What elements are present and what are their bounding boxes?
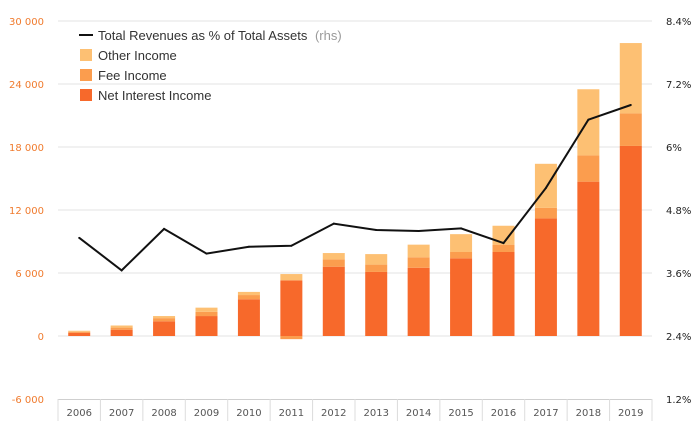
- x-tick-label: 2019: [618, 408, 643, 419]
- bar-fee-income: [534, 207, 557, 219]
- bar-other-income: [237, 291, 260, 296]
- line-point: [629, 104, 632, 106]
- bar-fee-income: [153, 318, 176, 322]
- bar-net-interest-income: [577, 181, 600, 336]
- bar-net-interest-income: [237, 299, 260, 336]
- x-tick-label: 2006: [66, 408, 91, 419]
- bar-net-interest-income: [322, 266, 345, 336]
- right-tick-label: 8.4%: [666, 17, 691, 28]
- bar-net-interest-income: [110, 329, 133, 336]
- x-tick-label: 2010: [236, 408, 261, 419]
- bar-net-interest-income: [68, 332, 91, 336]
- bar-net-interest-income: [280, 280, 303, 336]
- bar-net-interest-income: [450, 258, 473, 336]
- x-tick-label: 2012: [321, 408, 346, 419]
- line-point: [417, 230, 420, 232]
- right-tick-label: 4.8%: [666, 206, 691, 217]
- bar-other-income: [322, 253, 345, 260]
- bar-fee-income: [577, 155, 600, 182]
- bar-other-income: [153, 316, 176, 319]
- bar-other-income: [365, 254, 388, 265]
- bar-fee-income: [110, 327, 133, 330]
- left-tick-label: 6 000: [15, 269, 44, 280]
- x-tick-label: 2008: [151, 408, 176, 419]
- line-series: [78, 104, 632, 272]
- x-tick-label: 2018: [576, 408, 601, 419]
- legend-label-net-interest-income: Net Interest Income: [98, 88, 211, 103]
- bar-fee-income: [237, 295, 260, 300]
- bar-other-income: [577, 89, 600, 156]
- bar-other-income: [195, 307, 218, 312]
- right-tick-label: 6%: [666, 143, 682, 154]
- left-tick-label: 30 000: [9, 17, 44, 28]
- bar-net-interest-income: [365, 271, 388, 336]
- bar-fee-income: [619, 113, 642, 146]
- bar-fee-income: [195, 311, 218, 317]
- left-tick-label: 12 000: [9, 206, 44, 217]
- left-tick-label: 24 000: [9, 80, 44, 91]
- bar-fee-income: [322, 259, 345, 267]
- legend-line-name: Total Revenues as % of Total Assets: [98, 28, 308, 43]
- legend-label-other-income: Other Income: [98, 48, 177, 63]
- bar-fee-income: [365, 264, 388, 272]
- x-tick-label: 2016: [491, 408, 516, 419]
- bar-net-interest-income: [619, 145, 642, 336]
- right-tick-label: 1.2%: [666, 395, 691, 406]
- legend-swatch-fee-income: [80, 69, 92, 81]
- x-tick-label: 2017: [533, 408, 558, 419]
- legend-swatch-net-interest-income: [80, 89, 92, 101]
- line-point: [375, 228, 378, 231]
- bar-net-interest-income: [195, 316, 218, 336]
- x-tick-label: 2009: [194, 408, 219, 419]
- bar-other-income: [407, 244, 430, 258]
- line-point: [120, 269, 123, 272]
- bar-net-interest-income: [534, 218, 557, 336]
- legend-label-line: Total Revenues as % of Total Assets (rhs…: [98, 28, 342, 43]
- left-tick-label: -6 000: [12, 395, 44, 406]
- bar-other-income: [110, 325, 133, 328]
- bar-other-income: [534, 163, 557, 208]
- bar-other-income: [280, 274, 303, 281]
- left-tick-label: 0: [38, 332, 44, 343]
- x-tick-label: 2013: [363, 408, 388, 419]
- legend-label-fee-income: Fee Income: [98, 68, 167, 83]
- line-point: [247, 245, 250, 248]
- x-tick-label: 2015: [448, 408, 473, 419]
- x-tick-label: 2011: [279, 408, 304, 419]
- bar-net-interest-income: [153, 321, 176, 336]
- bar-fee-income: [68, 331, 91, 333]
- right-tick-label: 7.2%: [666, 80, 691, 91]
- bar-net-interest-income: [407, 267, 430, 336]
- line-point: [290, 244, 293, 247]
- bar-net-interest-income: [492, 252, 515, 336]
- x-tick-label: 2007: [109, 408, 134, 419]
- line-point: [332, 222, 335, 225]
- line-point: [502, 242, 505, 245]
- line-point: [460, 227, 463, 230]
- bar-other-income: [450, 234, 473, 252]
- bar-fee-income: [492, 244, 515, 252]
- bar-other-income: [492, 225, 515, 245]
- legend-line-note: (rhs): [315, 28, 342, 43]
- legend: Total Revenues as % of Total Assets (rhs…: [79, 28, 342, 103]
- bars: [68, 43, 642, 340]
- revenue-ratio-line: [78, 104, 632, 272]
- right-tick-label: 3.6%: [666, 269, 691, 280]
- bar-other-income: [619, 43, 642, 114]
- line-point: [78, 236, 81, 239]
- line-point: [587, 118, 590, 121]
- x-tick-label: 2014: [406, 408, 431, 419]
- left-tick-label: 18 000: [9, 143, 44, 154]
- bar-fee-income: [280, 336, 303, 340]
- line-point: [205, 252, 208, 255]
- right-tick-label: 2.4%: [666, 332, 691, 343]
- bar-fee-income: [407, 257, 430, 268]
- line-point: [544, 186, 547, 189]
- bar-fee-income: [450, 252, 473, 259]
- axes: -6 000 1.2% 0 2.4% 6 000 3.6% 12 000 4.8% 18 000…: [9, 17, 691, 421]
- legend-swatch-other-income: [80, 49, 92, 61]
- bar-other-income: [68, 330, 91, 332]
- line-point: [163, 227, 166, 230]
